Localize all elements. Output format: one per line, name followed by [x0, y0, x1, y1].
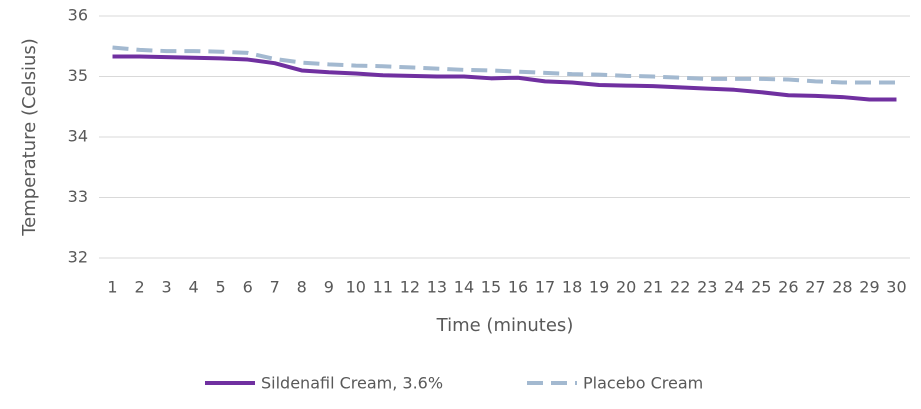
y-tick-label: 33 [68, 187, 88, 206]
x-tick-label: 7 [270, 278, 280, 297]
x-tick-label: 22 [670, 278, 690, 297]
x-tick-label: 26 [778, 278, 798, 297]
x-axis-title: Time (minutes) [436, 315, 574, 336]
y-tick-label: 35 [68, 66, 88, 85]
x-tick-label: 14 [454, 278, 474, 297]
x-tick-label: 28 [832, 278, 852, 297]
x-tick-label: 8 [297, 278, 307, 297]
y-axis-title: Temperature (Celsius) [19, 38, 40, 237]
x-tick-label: 25 [751, 278, 771, 297]
legend-label: Sildenafil Cream, 3.6% [261, 374, 443, 393]
series-line [112, 45, 897, 85]
x-tick-label: 3 [161, 278, 171, 297]
x-tick-label: 30 [886, 278, 906, 297]
x-tick-label: 29 [859, 278, 879, 297]
x-tick-label: 19 [589, 278, 609, 297]
x-tick-label: 5 [216, 278, 226, 297]
x-tick-label: 17 [535, 278, 555, 297]
x-tick-label: 13 [427, 278, 447, 297]
x-tick-label: 24 [724, 278, 744, 297]
x-tick-label: 15 [481, 278, 501, 297]
x-tick-label: 20 [616, 278, 636, 297]
x-tick-label: 1 [107, 278, 117, 297]
x-tick-label: 18 [562, 278, 582, 297]
series-line [112, 54, 897, 102]
x-tick-label: 4 [189, 278, 199, 297]
x-tick-label: 9 [324, 278, 334, 297]
x-tick-label: 11 [373, 278, 393, 297]
legend-label: Placebo Cream [583, 374, 703, 393]
y-tick-label: 32 [68, 248, 88, 267]
x-tick-label: 21 [643, 278, 663, 297]
x-tick-label: 23 [697, 278, 717, 297]
x-tick-label: 16 [508, 278, 528, 297]
y-tick-label: 34 [68, 127, 88, 146]
x-tick-label: 10 [346, 278, 366, 297]
x-tick-label: 6 [243, 278, 253, 297]
y-tick-label: 36 [68, 6, 88, 25]
x-tick-label: 2 [134, 278, 144, 297]
x-tick-label: 27 [805, 278, 825, 297]
x-tick-label: 12 [400, 278, 420, 297]
